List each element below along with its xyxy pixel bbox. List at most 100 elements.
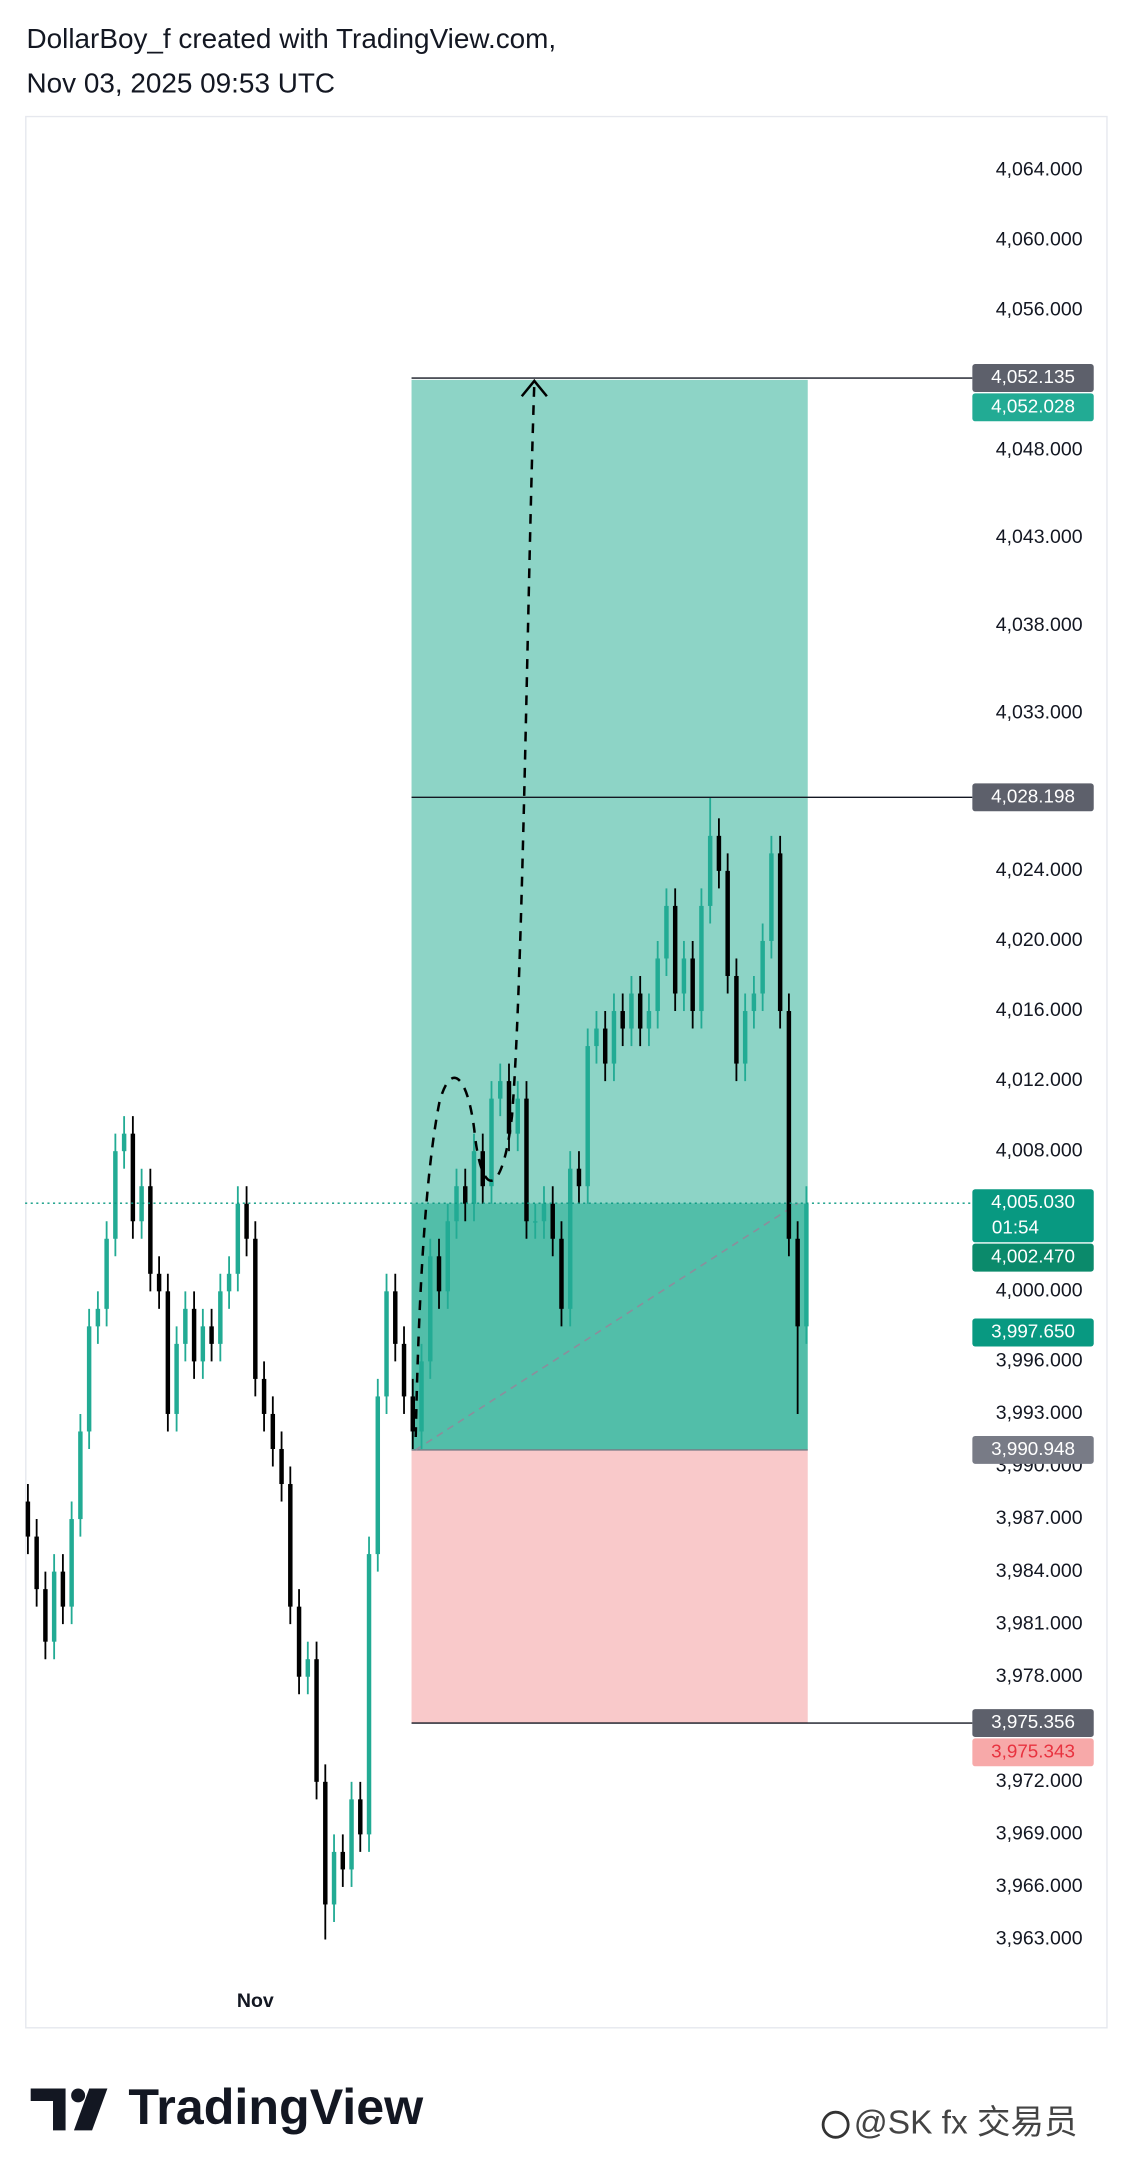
candle-body (463, 1186, 468, 1204)
price-tag (972, 783, 1094, 812)
y-tick-label: 4,024.000 (996, 859, 1083, 881)
candle-body (725, 870, 730, 976)
candle-body (148, 1186, 153, 1274)
candle-body (550, 1203, 555, 1239)
y-tick-label: 3,993.000 (996, 1402, 1083, 1424)
candle-body (742, 1011, 748, 1064)
price-tag-countdown: 01:54 (992, 1216, 1039, 1237)
loss-zone (411, 1449, 808, 1724)
y-tick-label: 4,043.000 (996, 526, 1083, 548)
y-tick-label: 4,016.000 (996, 999, 1083, 1021)
price-tag-label: 3,990.948 (991, 1438, 1075, 1459)
candle-body (34, 1536, 39, 1590)
watermark-icon (821, 2110, 850, 2139)
price-tag (972, 1189, 1094, 1243)
candle-body (524, 1098, 529, 1222)
y-tick-label: 3,996.000 (996, 1350, 1083, 1372)
price-tag-label: 4,052.135 (991, 366, 1075, 387)
candle-body (515, 1098, 520, 1134)
candle-body (699, 905, 704, 1012)
y-tick-label: 3,978.000 (996, 1665, 1083, 1687)
candle-body (471, 1151, 477, 1204)
candle-body (183, 1308, 188, 1344)
footer-brand: TradingView (128, 2079, 424, 2135)
candle-body (78, 1431, 83, 1520)
y-tick-label: 3,984.000 (996, 1560, 1083, 1582)
candle-body (130, 1133, 136, 1222)
price-tag (972, 364, 1094, 392)
candle-body (375, 1396, 381, 1555)
candle-body (43, 1589, 48, 1642)
candle-body (121, 1133, 127, 1152)
candle-body (498, 1081, 503, 1099)
candle-body (174, 1343, 179, 1414)
candle-body (532, 1221, 538, 1223)
candle-body (69, 1519, 74, 1607)
candle-body (489, 1098, 494, 1187)
y-tick-label: 3,987.000 (996, 1507, 1083, 1529)
x-tick-label: Nov (237, 1990, 274, 2012)
candle-body (594, 1028, 599, 1047)
candle-body (314, 1659, 319, 1782)
price-tag (972, 1709, 1094, 1737)
candle-body (655, 958, 660, 1012)
candle-body (358, 1799, 363, 1835)
y-tick-label: 4,000.000 (996, 1279, 1083, 1301)
candle-body (707, 835, 713, 906)
y-tick-label: 4,048.000 (996, 439, 1083, 461)
y-tick-label: 3,969.000 (996, 1823, 1083, 1845)
candle-body (804, 1203, 809, 1327)
candle-body (672, 905, 678, 994)
candle-body (331, 1851, 337, 1905)
watermark: @SK fx 交易员 (854, 2105, 1078, 2142)
candle-body (200, 1326, 206, 1362)
candle-body (637, 993, 643, 1029)
header-date: Nov 03, 2025 09:53 UTC (27, 68, 336, 99)
candle-body (506, 1081, 512, 1134)
logo-mark (30, 2088, 66, 2131)
price-tag (972, 1243, 1094, 1272)
candle-body (349, 1799, 354, 1870)
price-tag-label: 4,005.030 (991, 1191, 1075, 1212)
candle-body (288, 1484, 293, 1607)
candle-body (25, 1501, 31, 1537)
candle-body (244, 1203, 249, 1239)
candle-body (690, 958, 695, 1012)
candle-body (384, 1291, 389, 1397)
candle-body (401, 1343, 407, 1397)
candle-body (235, 1203, 241, 1274)
candle-body (445, 1221, 450, 1292)
candle-body (786, 1011, 792, 1239)
candle-body (428, 1256, 433, 1362)
candle-body (279, 1448, 284, 1485)
price-tag (972, 1318, 1094, 1347)
projection-arrow (414, 383, 536, 1438)
candle-body (585, 1046, 590, 1187)
candle-body (305, 1659, 311, 1677)
candle-body (226, 1273, 232, 1292)
y-tick-label: 4,020.000 (996, 929, 1083, 951)
candle-body (541, 1203, 547, 1222)
candle-body (60, 1571, 66, 1607)
candle-body (760, 940, 765, 994)
candle-body (734, 975, 739, 1064)
candle-body (436, 1256, 442, 1292)
candle-body (270, 1413, 276, 1449)
candle-body (209, 1326, 214, 1344)
candle-body (410, 1396, 416, 1432)
candle-body (611, 1011, 617, 1064)
candle-body (419, 1361, 424, 1432)
candle-body (559, 1238, 564, 1309)
y-tick-label: 3,972.000 (996, 1770, 1083, 1792)
price-tag-label: 4,002.470 (991, 1246, 1075, 1267)
candle-body (366, 1554, 372, 1835)
y-tick-label: 4,064.000 (996, 158, 1083, 180)
header-author: DollarBoy_f created with TradingView.com… (27, 23, 557, 54)
candle-body (795, 1238, 800, 1327)
y-tick-label: 4,056.000 (996, 298, 1083, 320)
candle-body (340, 1851, 346, 1870)
candle-body (253, 1238, 258, 1379)
y-tick-label: 4,008.000 (996, 1139, 1083, 1161)
logo-mark (71, 2088, 86, 2103)
